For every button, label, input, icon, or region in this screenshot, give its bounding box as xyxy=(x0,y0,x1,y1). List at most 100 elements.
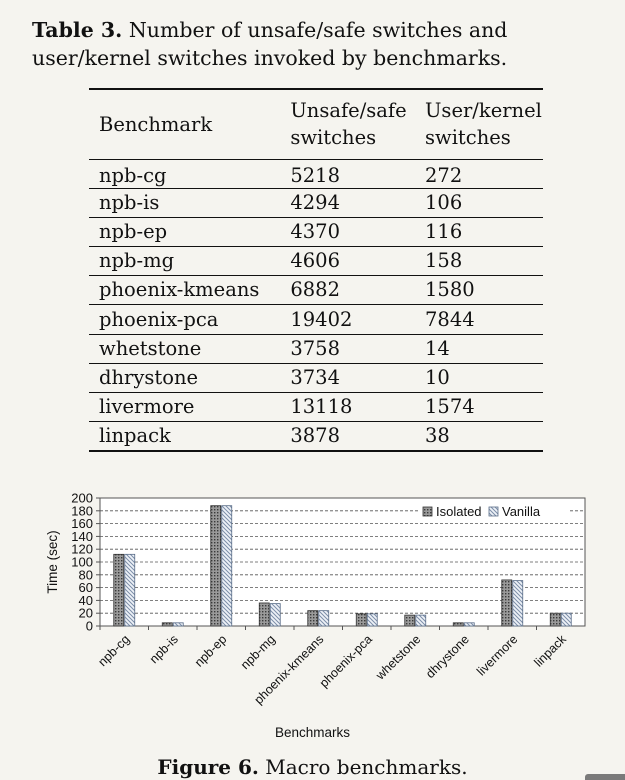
cell-user-kernel: 1580 xyxy=(425,278,475,302)
bar-isolated xyxy=(452,622,464,627)
y-tick-label: 120 xyxy=(71,542,93,557)
bar-isolated xyxy=(307,610,319,627)
y-tick-label: 160 xyxy=(71,516,93,531)
cell-benchmark: npb-cg xyxy=(99,163,167,187)
x-tick-label: npb-cg xyxy=(95,632,132,669)
table-caption-text: Number of unsafe/safe switches and user/… xyxy=(32,18,508,70)
figure-caption: Figure 6. Macro benchmarks. xyxy=(0,755,625,779)
header-user-kernel: User/kernel switches xyxy=(415,89,543,159)
table-row: dhrystone 3734 10 xyxy=(89,363,543,393)
y-tick-label: 140 xyxy=(71,529,93,544)
cell-user-kernel: 10 xyxy=(425,365,450,389)
cell-unsafe-safe: 3878 xyxy=(290,424,340,448)
table-row: npb-is 4294 106 xyxy=(89,188,543,218)
cell-user-kernel: 7844 xyxy=(425,307,475,331)
table-row: npb-cg 5218 272 xyxy=(89,159,543,189)
bar-isolated xyxy=(404,614,416,627)
table-caption: Table 3. Number of unsafe/safe switches … xyxy=(32,16,607,72)
table-row: phoenix-pca 19402 7844 xyxy=(89,305,543,335)
x-tick-label: livermore xyxy=(474,632,520,678)
cell-unsafe-safe: 3758 xyxy=(290,336,340,360)
table-row: phoenix-kmeans 6882 1580 xyxy=(89,276,543,305)
bar-isolated xyxy=(210,505,222,627)
table-row: npb-mg 4606 158 xyxy=(89,247,543,276)
cell-user-kernel: 272 xyxy=(425,163,463,187)
cell-user-kernel: 116 xyxy=(425,219,463,243)
y-tick-label: 180 xyxy=(71,503,93,518)
cell-benchmark: dhrystone xyxy=(99,365,199,389)
bar-vanilla xyxy=(512,580,524,627)
cell-benchmark: phoenix-kmeans xyxy=(99,278,260,302)
legend-label-vanilla: Vanilla xyxy=(502,504,541,519)
y-tick-label: 100 xyxy=(71,555,93,570)
bar-isolated xyxy=(258,602,270,627)
bar-isolated xyxy=(501,579,513,627)
cell-user-kernel: 106 xyxy=(425,190,463,214)
bar-vanilla xyxy=(463,622,475,627)
x-axis-title: Benchmarks xyxy=(275,725,350,740)
header-unsafe-safe: Unsafe/safe switches xyxy=(280,89,415,159)
scrollbar-thumb[interactable] xyxy=(585,774,625,780)
cell-user-kernel: 1574 xyxy=(425,395,475,419)
bar-isolated xyxy=(113,553,125,627)
table-row: whetstone 3758 14 xyxy=(89,334,543,364)
cell-benchmark: npb-is xyxy=(99,190,160,214)
cell-benchmark: whetstone xyxy=(99,336,202,360)
bar-vanilla xyxy=(415,614,427,627)
x-tick-label: whetstone xyxy=(372,632,423,683)
bar-isolated xyxy=(355,613,367,627)
cell-unsafe-safe: 4370 xyxy=(290,219,340,243)
bar-isolated xyxy=(549,612,561,627)
header-unsafe-safe-text: Unsafe/safe switches xyxy=(290,99,407,150)
cell-unsafe-safe: 13118 xyxy=(290,395,353,419)
legend-swatch-isolated xyxy=(422,506,433,517)
cell-user-kernel: 14 xyxy=(425,336,450,360)
bar-vanilla xyxy=(318,610,330,627)
table-row: livermore 13118 1574 xyxy=(89,393,543,422)
table-label: Table 3. xyxy=(32,18,123,42)
x-tick-label: npb-mg xyxy=(238,632,278,672)
cell-unsafe-safe: 4294 xyxy=(290,190,340,214)
cell-user-kernel: 158 xyxy=(425,249,463,273)
bar-vanilla xyxy=(124,553,136,627)
y-tick-label: 40 xyxy=(79,593,93,608)
legend-swatch-vanilla xyxy=(488,506,499,517)
bar-isolated xyxy=(161,622,173,627)
y-tick-label: 80 xyxy=(79,567,93,582)
bar-vanilla xyxy=(560,612,572,627)
cell-benchmark: npb-mg xyxy=(99,249,175,273)
y-tick-label: 20 xyxy=(79,606,93,621)
cell-unsafe-safe: 6882 xyxy=(290,278,340,302)
figure-caption-text: Macro benchmarks. xyxy=(265,755,468,779)
bar-vanilla xyxy=(172,622,184,627)
table-row: linpack 3878 38 xyxy=(89,422,543,451)
cell-benchmark: linpack xyxy=(99,424,171,448)
table-body: npb-cg 5218 272 npb-is 4294 106 npb-ep 4370 116 n… xyxy=(89,159,543,451)
cell-benchmark: npb-ep xyxy=(99,219,168,243)
cell-unsafe-safe: 19402 xyxy=(290,307,353,331)
y-axis-title: Time (sec) xyxy=(45,530,60,593)
y-tick-label: 60 xyxy=(79,580,93,595)
y-tick-label: 200 xyxy=(71,491,93,506)
x-tick-label: phoenix-pca xyxy=(317,632,375,690)
x-tick-label: npb-ep xyxy=(192,632,229,669)
cell-unsafe-safe: 5218 xyxy=(290,163,340,187)
header-benchmark: Benchmark xyxy=(99,112,213,136)
bar-vanilla xyxy=(366,613,378,627)
cell-unsafe-safe: 3734 xyxy=(290,365,340,389)
y-tick-label: 0 xyxy=(86,619,93,634)
x-tick-label: linpack xyxy=(531,632,569,670)
cell-unsafe-safe: 4606 xyxy=(290,249,340,273)
cell-benchmark: livermore xyxy=(99,395,195,419)
bar-vanilla xyxy=(221,505,233,627)
legend-label-isolated: Isolated xyxy=(436,504,482,519)
cell-user-kernel: 38 xyxy=(425,424,450,448)
header-user-kernel-text: User/kernel switches xyxy=(425,99,542,150)
x-tick-label: npb-is xyxy=(147,632,181,666)
x-tick-label: dhrystone xyxy=(423,632,472,681)
table-row: npb-ep 4370 116 xyxy=(89,217,543,247)
benchmark-table: Benchmark Unsafe/safe switches User/kern… xyxy=(89,88,543,452)
figure-label: Figure 6. xyxy=(157,755,259,779)
table-header-row: Benchmark Unsafe/safe switches User/kern… xyxy=(89,89,543,159)
